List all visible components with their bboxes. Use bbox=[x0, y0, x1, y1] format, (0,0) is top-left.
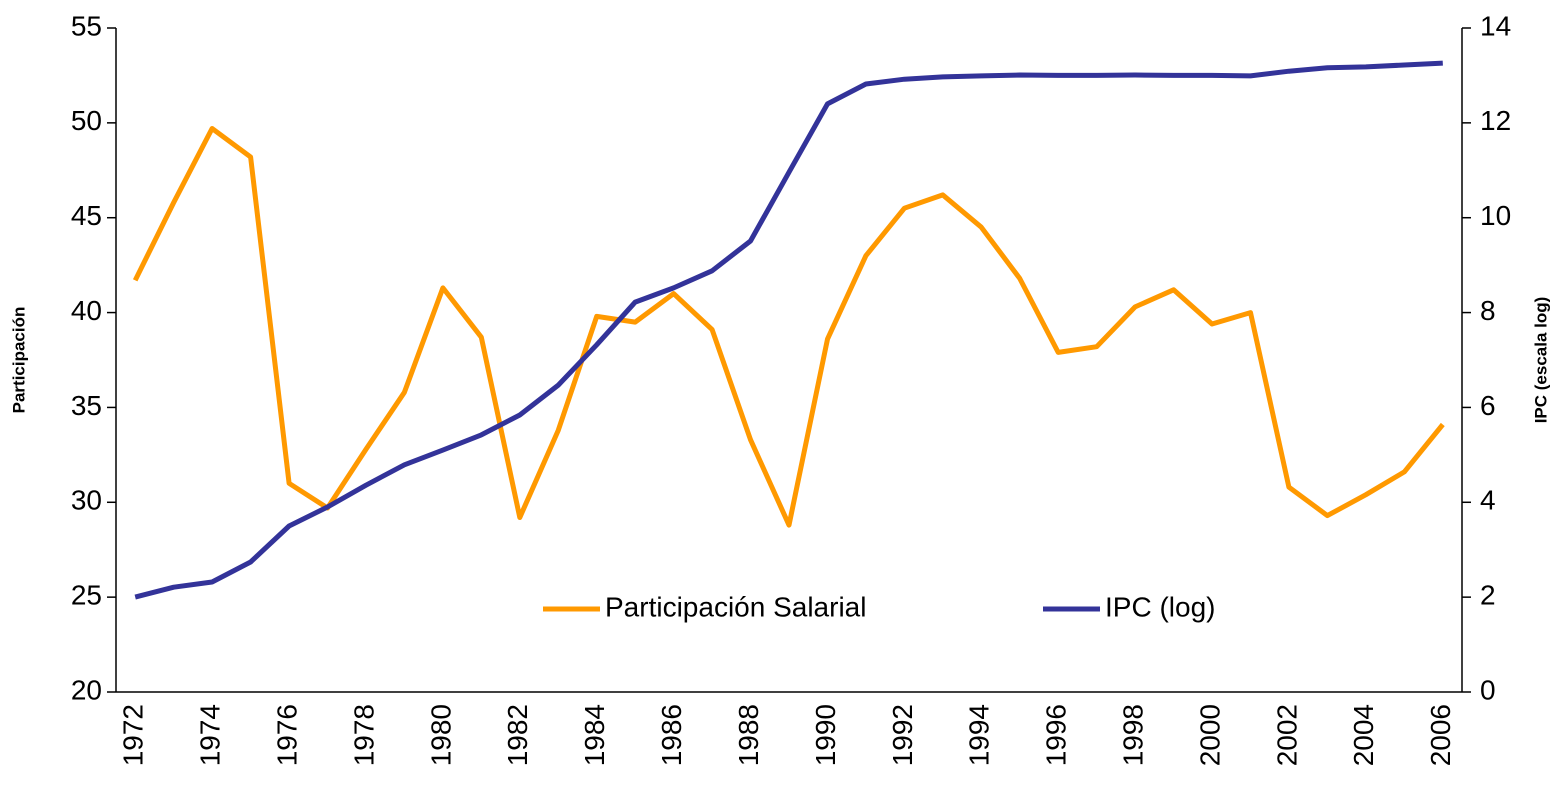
x-tick-label: 2000 bbox=[1194, 704, 1225, 766]
x-tick-label: 1988 bbox=[733, 704, 764, 766]
y2-tick-label: 14 bbox=[1480, 10, 1511, 41]
y2-tick-label: 0 bbox=[1480, 674, 1496, 705]
x-tick-label: 1996 bbox=[1041, 704, 1072, 766]
x-tick-label: 1976 bbox=[271, 704, 302, 766]
y-tick-label: 50 bbox=[71, 105, 102, 136]
y-tick-label: 40 bbox=[71, 295, 102, 326]
y2-tick-label: 8 bbox=[1480, 295, 1496, 326]
y-tick-label: 55 bbox=[71, 10, 102, 41]
y-tick-label: 45 bbox=[71, 200, 102, 231]
x-tick-label: 1972 bbox=[118, 704, 149, 766]
y-tick-label: 20 bbox=[71, 674, 102, 705]
y2-axis-title: IPC (escala log) bbox=[1531, 297, 1550, 424]
legend-label: IPC (log) bbox=[1105, 591, 1215, 622]
x-tick-label: 1982 bbox=[502, 704, 533, 766]
x-tick-label: 1992 bbox=[887, 704, 918, 766]
line-series bbox=[134, 60, 1443, 600]
y-tick-label: 30 bbox=[71, 485, 102, 516]
y2-tick-label: 2 bbox=[1480, 580, 1496, 611]
y-axis-title: Participación bbox=[9, 307, 28, 414]
y2-tick-label: 4 bbox=[1480, 485, 1496, 516]
y2-tick-label: 6 bbox=[1480, 390, 1496, 421]
x-tick-label: 1994 bbox=[964, 704, 995, 766]
x-tick-label: 1984 bbox=[579, 704, 610, 766]
y-tick-label: 35 bbox=[71, 390, 102, 421]
x-tick-label: 1990 bbox=[810, 704, 841, 766]
x-tick-label: 1986 bbox=[656, 704, 687, 766]
x-tick-label: 1974 bbox=[195, 704, 226, 766]
x-tick-label: 1998 bbox=[1118, 704, 1149, 766]
x-tick-label: 2002 bbox=[1271, 704, 1302, 766]
x-tick-label: 1980 bbox=[425, 704, 456, 766]
x-tick-label: 2006 bbox=[1425, 704, 1456, 766]
x-tick-label: 1978 bbox=[348, 704, 379, 766]
line-series bbox=[132, 126, 1445, 528]
y-tick-label: 25 bbox=[71, 580, 102, 611]
y2-tick-label: 12 bbox=[1480, 105, 1511, 136]
y2-tick-label: 10 bbox=[1480, 200, 1511, 231]
x-tick-label: 2004 bbox=[1348, 704, 1379, 766]
legend-label: Participación Salarial bbox=[605, 591, 866, 622]
